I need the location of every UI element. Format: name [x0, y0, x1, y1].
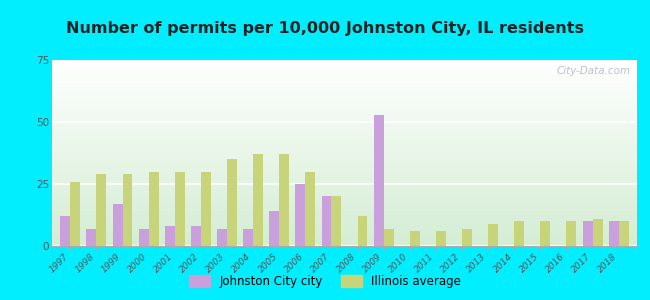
Bar	[175, 172, 185, 246]
Bar	[462, 229, 472, 246]
Bar	[70, 182, 80, 246]
Bar	[217, 229, 227, 246]
Bar	[609, 221, 619, 246]
Bar	[306, 172, 315, 246]
Bar	[582, 221, 593, 246]
Bar	[122, 174, 133, 246]
Legend: Johnston City city, Illinois average: Johnston City city, Illinois average	[185, 271, 465, 291]
Bar	[410, 231, 420, 246]
Bar	[384, 229, 394, 246]
Bar	[619, 221, 629, 246]
Bar	[96, 174, 107, 246]
Bar	[191, 226, 201, 246]
Bar	[436, 231, 446, 246]
Bar	[112, 204, 122, 246]
Bar	[567, 221, 577, 246]
Bar	[227, 159, 237, 246]
Bar	[295, 184, 306, 246]
Bar	[243, 229, 253, 246]
Bar	[593, 219, 603, 246]
Bar	[322, 196, 332, 246]
Bar	[374, 115, 383, 246]
Bar	[149, 172, 159, 246]
Text: City-Data.com: City-Data.com	[557, 66, 631, 76]
Bar	[86, 229, 96, 246]
Bar	[269, 211, 280, 246]
Bar	[332, 196, 341, 246]
Bar	[253, 154, 263, 246]
Bar	[488, 224, 498, 246]
Bar	[60, 216, 70, 246]
Bar	[358, 216, 367, 246]
Bar	[280, 154, 289, 246]
Bar	[201, 172, 211, 246]
Bar	[165, 226, 175, 246]
Text: Number of permits per 10,000 Johnston City, IL residents: Number of permits per 10,000 Johnston Ci…	[66, 21, 584, 36]
Bar	[540, 221, 551, 246]
Bar	[514, 221, 524, 246]
Bar	[138, 229, 149, 246]
